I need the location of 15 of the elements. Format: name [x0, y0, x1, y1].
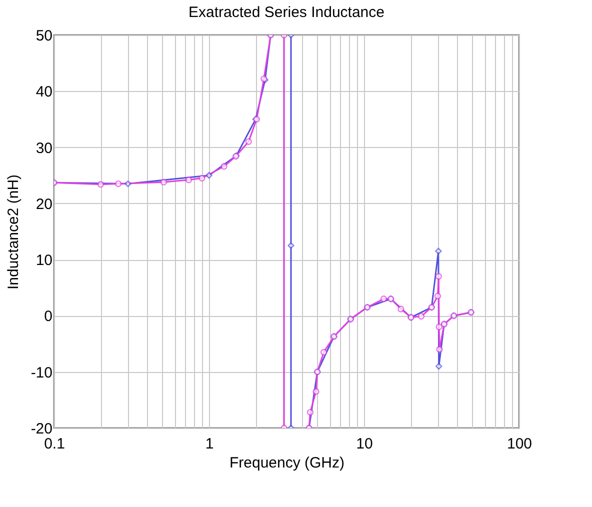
x-tick-label: 1 [205, 436, 214, 452]
x-tick-label: 100 [506, 436, 532, 452]
y-tick-label: -10 [30, 364, 52, 382]
y-tick-label: 10 [36, 252, 52, 270]
y-tick-label: -20 [30, 420, 52, 438]
x-tick-label: 10 [356, 436, 373, 452]
y-tick-label: 30 [36, 140, 52, 157]
y-tick-label: 20 [36, 196, 52, 213]
x-tick-label: 0.1 [44, 436, 65, 452]
x-axis-title: Frequency (GHz) [229, 454, 345, 472]
y-tick-label: 40 [36, 84, 52, 101]
y-tick-label: 50 [36, 28, 52, 44]
chart-title: Exatracted Series Inductance [188, 4, 384, 21]
y-tick-label: 0 [44, 308, 52, 326]
y-axis-title: Inductance2 (nH) [4, 174, 22, 290]
